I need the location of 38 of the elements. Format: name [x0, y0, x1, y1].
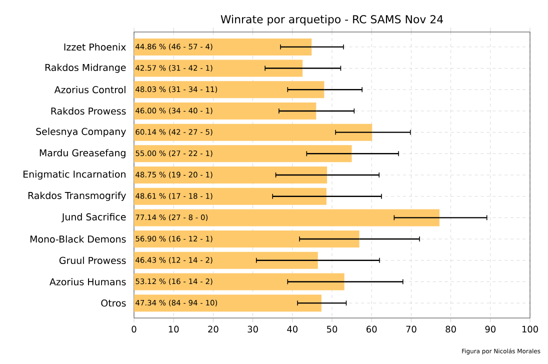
x-tick-label: 10 [168, 326, 179, 333]
x-tick-label: 60 [366, 326, 377, 333]
x-tick-label: 50 [326, 326, 338, 333]
bar [134, 38, 312, 56]
y-tick-label: Azorius Humans [50, 278, 126, 286]
chart-title: Winrate por arquetipo - RC SAMS Nov 24 [220, 14, 443, 26]
bar [134, 252, 318, 269]
y-tick-label: Gruul Prowess [59, 256, 126, 264]
bar [134, 145, 352, 162]
bar [134, 209, 440, 226]
bar [134, 230, 360, 248]
x-tick-label: 30 [248, 326, 258, 333]
y-tick-label: Azorius Control [54, 86, 126, 94]
y-tick-label: Rakdos Transmogrify [28, 192, 126, 201]
y-tick-label: Rakdos Midrange [45, 64, 126, 73]
bar [134, 188, 326, 205]
y-tick-label: Mono-Black Demons [30, 235, 126, 243]
bar [134, 166, 328, 184]
bar [134, 81, 324, 98]
y-tick-label: Enigmatic Incarnation [24, 170, 126, 180]
y-tick-label: Jund Sacrifice [61, 213, 126, 222]
x-tick-label: 70 [406, 326, 416, 333]
x-tick-label: 90 [485, 326, 496, 333]
y-tick-label: Otros [101, 299, 126, 307]
x-tick-label: 100 [522, 326, 538, 333]
y-tick-label: Izzet Phoenix [64, 43, 126, 51]
y-tick-label: Mardu Greasefang [40, 149, 126, 158]
bar [134, 102, 316, 120]
x-tick-label: 20 [208, 326, 218, 333]
bar [134, 60, 303, 77]
bar [134, 294, 322, 312]
x-tick-label: 0 [132, 326, 136, 333]
y-tick-label: Rakdos Prowess [51, 107, 126, 115]
bar [134, 273, 344, 290]
bar [134, 124, 372, 141]
y-tick-label: Selesnya Company [36, 128, 126, 137]
x-tick-label: 40 [287, 326, 298, 333]
x-tick-label: 80 [446, 326, 456, 333]
